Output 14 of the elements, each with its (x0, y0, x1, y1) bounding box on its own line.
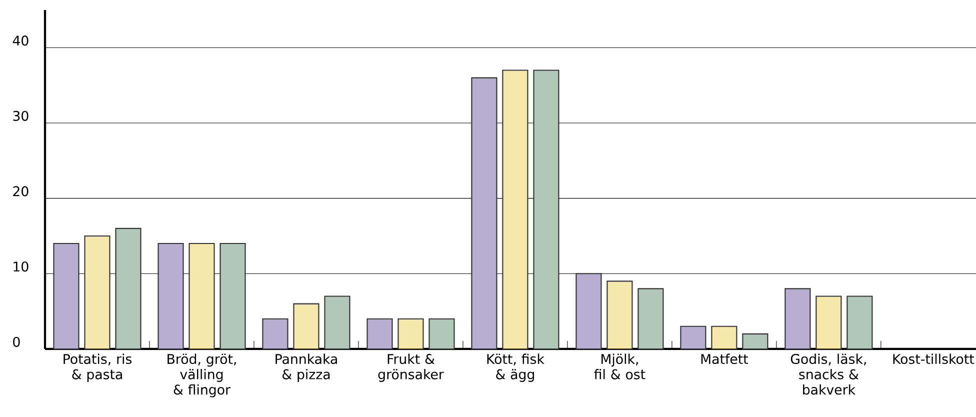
x-tick-label: Godis, läsk, snacks & bakverk (790, 354, 866, 395)
x-tick-label: Potatis, ris & pasta (64, 354, 132, 382)
y-tick-label: 20 (13, 186, 28, 196)
x-tick-label: Bröd, gröt, välling & flingor (168, 354, 236, 398)
y-tick-label: 40 (12, 36, 28, 46)
x-tick-label: Pannkaka & pizza (276, 354, 337, 382)
y-tick-label: 0 (13, 336, 20, 347)
x-tick-label: Mjölk, fil & ost (594, 354, 646, 380)
x-tick-label: Kött, fisk & ägg (487, 354, 544, 382)
y-tick-label: 10 (14, 262, 28, 272)
x-tick-label: Matfett (701, 354, 748, 364)
x-tick-label: Kost-tillskott (893, 354, 974, 364)
x-tick-label: Frukt & grönsaker (378, 354, 444, 382)
y-tick-label: 30 (13, 110, 28, 121)
